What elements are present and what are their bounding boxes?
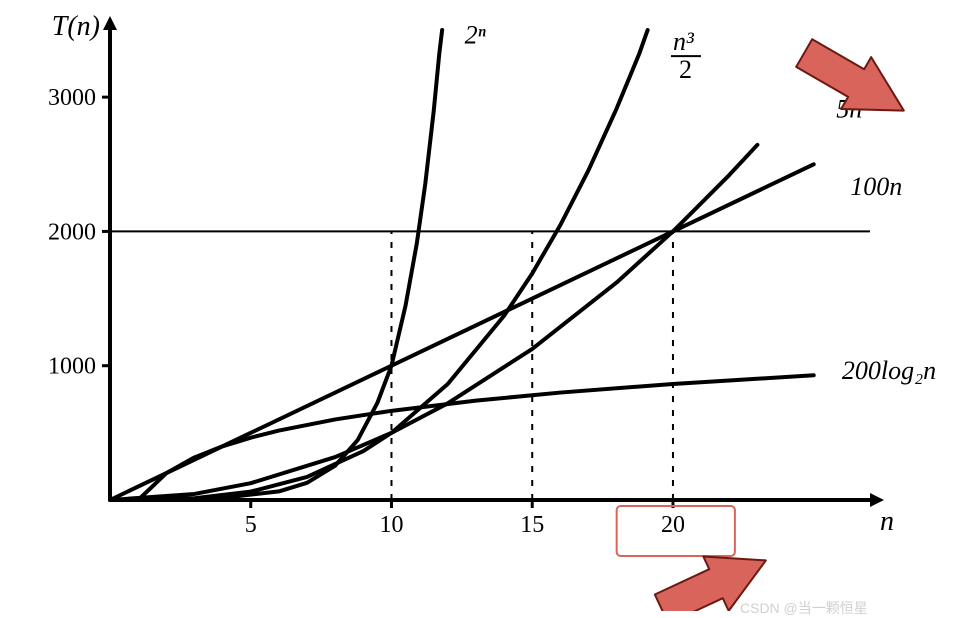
y-axis-label: T(n) bbox=[52, 11, 100, 42]
curve-label-100n: 100n bbox=[850, 172, 902, 201]
curve-n3/2 bbox=[110, 30, 648, 500]
arrow-to-5n2 bbox=[796, 39, 904, 110]
x-axis-label: n bbox=[880, 506, 894, 537]
y-tick-label: 2000 bbox=[48, 219, 96, 245]
curve-label-2^n: 2ⁿ bbox=[465, 20, 487, 49]
x-tick-label: 15 bbox=[520, 512, 544, 538]
x-tick-label: 5 bbox=[245, 512, 257, 538]
y-tick-label: 1000 bbox=[48, 354, 96, 380]
x-tick-label: 10 bbox=[379, 512, 403, 538]
y-tick-label: 3000 bbox=[48, 85, 96, 111]
watermark: CSDN @当一颗恒星 bbox=[740, 598, 868, 618]
curve-label-200log2n: 200log₂n bbox=[842, 356, 936, 385]
y-axis-arrow bbox=[103, 16, 117, 30]
x-axis-arrow bbox=[870, 493, 884, 507]
curve-5n2 bbox=[110, 145, 757, 500]
curve-label-n3-top: n³ bbox=[673, 27, 695, 56]
curve-label-n3-bot: 2 bbox=[679, 55, 692, 84]
complexity-chart: T(n)n51015201000200030002ⁿn³25n²100n200l… bbox=[0, 0, 954, 611]
x-tick-label: 20 bbox=[661, 512, 685, 538]
